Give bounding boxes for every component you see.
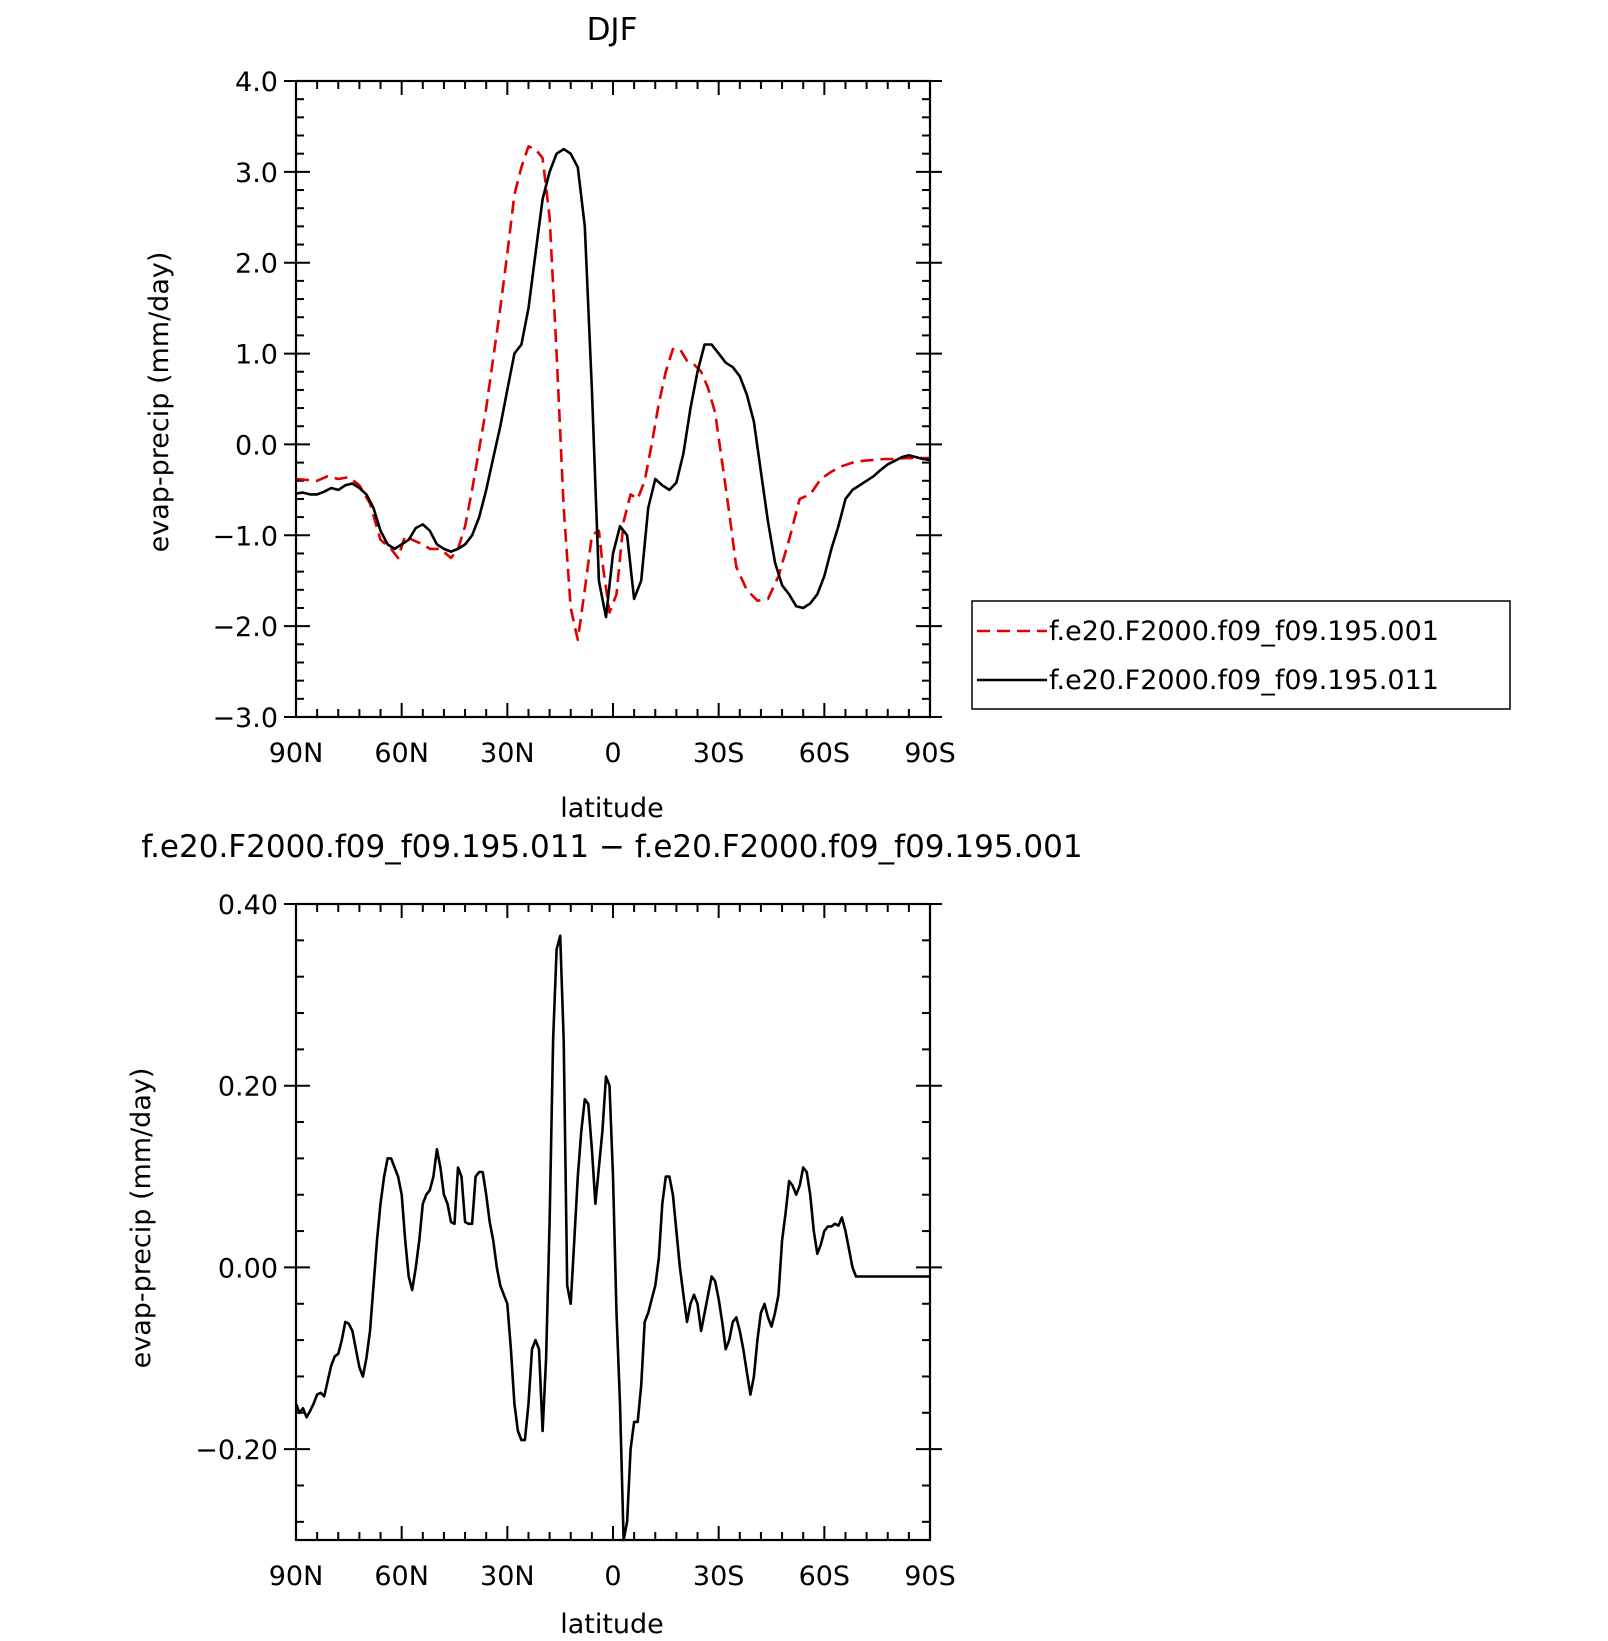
top-panel-series — [295, 145, 931, 642]
bottom-panel-series — [294, 934, 930, 1542]
y-tick-label: 4.0 — [235, 67, 278, 98]
bottom-panel-title: f.e20.F2000.f09_f09.195.011 − f.e20.F200… — [141, 829, 1082, 865]
bottom-panel-y-axis-label: evap-precip (mm/day) — [126, 1068, 157, 1369]
top-panel-title: DJF — [587, 12, 638, 48]
x-tick-label: 30S — [693, 738, 745, 769]
y-tick-label: 1.0 — [235, 340, 278, 371]
x-tick-label: 90S — [904, 1561, 956, 1592]
x-tick-label: 30N — [480, 1561, 535, 1592]
y-tick-label: 0.0 — [235, 430, 278, 461]
x-tick-label: 90N — [269, 738, 324, 769]
top-panel-ticks — [284, 80, 942, 718]
series-line-2 — [295, 147, 931, 619]
y-tick-label: −3.0 — [212, 703, 278, 734]
top-panel: DJF evap-precip (mm/day) latitude 90N 60N… — [144, 12, 1511, 824]
x-tick-label: 60S — [799, 738, 851, 769]
x-tick-label: 30S — [693, 1561, 745, 1592]
x-tick-label: 90N — [269, 1561, 324, 1592]
series-line-1 — [294, 934, 930, 1542]
y-tick-label: 0.00 — [218, 1253, 278, 1284]
x-tick-label: 60N — [374, 1561, 429, 1592]
top-panel-frame — [294, 79, 932, 719]
x-tick-label: 0 — [604, 738, 621, 769]
top-panel-tick-labels: 90N 60N 30N 0 30S 60S 90S 4.0 3.0 2.0 1.0 0.0 −1.0 −2… — [212, 67, 955, 769]
top-panel-x-axis-label: latitude — [560, 793, 664, 824]
x-tick-label: 30N — [480, 738, 535, 769]
x-tick-label: 60N — [374, 738, 429, 769]
y-tick-label: 2.0 — [235, 249, 278, 280]
legend-label-series-1: f.e20.F2000.f09_f09.195.001 — [1049, 616, 1439, 647]
series-line-1 — [295, 145, 930, 642]
bottom-panel-x-axis-label: latitude — [560, 1609, 664, 1640]
y-tick-label: −0.20 — [195, 1435, 278, 1466]
y-tick-label: −1.0 — [212, 521, 278, 552]
bottom-panel: f.e20.F2000.f09_f09.195.011 − f.e20.F200… — [126, 829, 1083, 1640]
legend-box — [971, 600, 1511, 710]
top-panel-y-axis-label: evap-precip (mm/day) — [144, 252, 175, 553]
y-tick-label: −2.0 — [212, 612, 278, 643]
legend-label-series-2: f.e20.F2000.f09_f09.195.011 — [1049, 665, 1439, 696]
x-tick-label: 90S — [904, 738, 956, 769]
y-tick-label: 0.40 — [218, 890, 278, 921]
bottom-panel-frame — [294, 902, 932, 1542]
y-tick-label: 3.0 — [235, 158, 278, 189]
x-tick-label: 60S — [799, 1561, 851, 1592]
legend: f.e20.F2000.f09_f09.195.001 f.e20.F2000.… — [971, 600, 1511, 710]
bottom-panel-tick-labels: 90N 60N 30N 0 30S 60S 90S 0.40 0.20 0.00 −0.20 — [195, 890, 956, 1592]
x-tick-label: 0 — [604, 1561, 621, 1592]
y-tick-label: 0.20 — [218, 1072, 278, 1103]
